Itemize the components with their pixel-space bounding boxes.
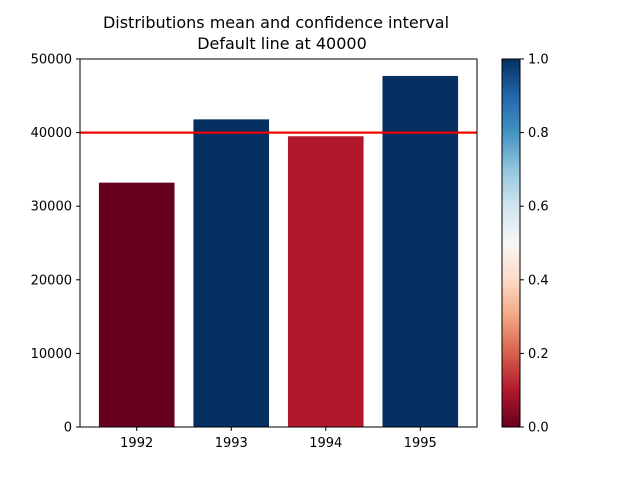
bar-1992	[98, 182, 175, 427]
bar-1993	[193, 119, 270, 428]
plot-frame	[79, 58, 478, 428]
colorbar-gradient	[501, 58, 521, 428]
colorbar-tick-label: 0.0	[528, 421, 549, 436]
colorbar-tick-label: 0.2	[528, 347, 549, 362]
y-tick-label: 40000	[31, 126, 72, 141]
chart-subtitle: Default line at 40000	[197, 34, 367, 53]
x-tick-label: 1993	[215, 436, 248, 451]
chart-title: Distributions mean and confidence interv…	[103, 13, 449, 32]
y-tick-label: 50000	[31, 53, 72, 68]
colorbar-tick-label: 1.0	[528, 53, 549, 68]
y-tick-label: 30000	[31, 200, 72, 215]
y-tick-label: 20000	[31, 273, 72, 288]
colorbar-tick-label: 0.8	[528, 126, 549, 141]
plot-area: 1992 1993 1994 1995 0 10000 20000 30000 40000 500…	[31, 53, 478, 451]
x-tick-label: 1995	[404, 436, 437, 451]
colorbar-tick-label: 0.6	[528, 200, 549, 215]
bar-1994	[287, 136, 364, 427]
y-tick-label: 0	[64, 421, 72, 436]
bar-1995	[382, 75, 459, 427]
x-tick-label: 1992	[120, 436, 153, 451]
colorbar-tick-label: 0.4	[528, 273, 549, 288]
colorbar: 0.0 0.2 0.4 0.6 0.8 1.0	[501, 53, 549, 436]
y-tick-label: 10000	[31, 347, 72, 362]
x-tick-label: 1994	[309, 436, 342, 451]
